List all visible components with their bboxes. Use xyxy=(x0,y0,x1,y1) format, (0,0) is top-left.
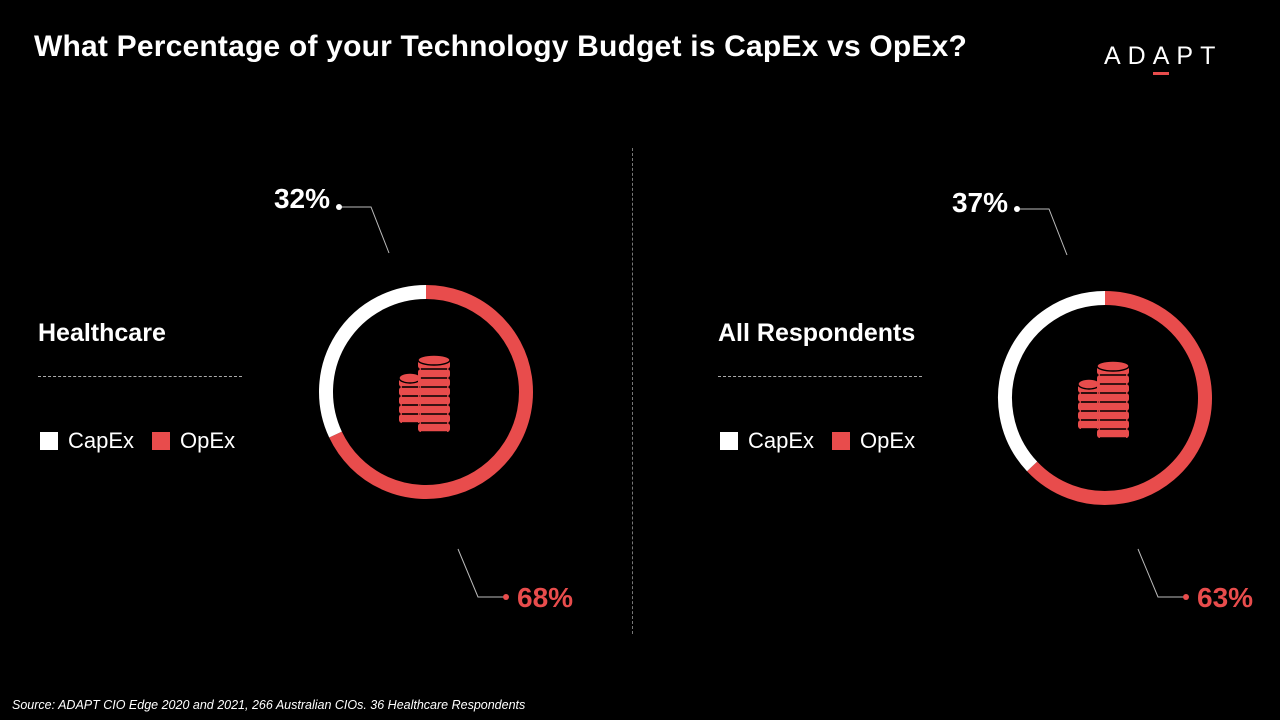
logo-text-start: AD xyxy=(1104,42,1153,70)
opex-leader-line xyxy=(457,548,506,598)
legend-label-opex: OpEx xyxy=(860,428,916,453)
capex-value-label: 37% xyxy=(951,187,1008,218)
legend: CapEx OpEx xyxy=(40,428,253,454)
coin xyxy=(1078,393,1100,402)
capex-leader-line xyxy=(339,206,390,254)
coin-top xyxy=(1096,360,1130,372)
all-respondents-panel: All Respondents CapEx OpEx 37% 63% xyxy=(680,0,1280,720)
coin-top xyxy=(417,354,451,366)
coin xyxy=(418,387,450,396)
coin xyxy=(418,414,450,423)
coin xyxy=(1078,420,1100,429)
coin-stack-icon xyxy=(1077,360,1130,439)
legend-swatch-opex xyxy=(832,432,851,450)
coin xyxy=(1097,402,1129,411)
opex-leader-dot xyxy=(503,594,509,600)
legend: CapEx OpEx xyxy=(720,428,933,454)
opex-leader-line xyxy=(1137,548,1186,598)
adapt-logo: ADAPT xyxy=(1104,42,1223,75)
capex-leader-line xyxy=(1017,208,1068,256)
coin xyxy=(418,378,450,387)
chart-title: All Respondents xyxy=(718,319,916,347)
legend-label-opex: OpEx xyxy=(180,428,236,453)
legend-item-capex: CapEx xyxy=(720,428,814,454)
coin-top xyxy=(1077,378,1101,390)
coin xyxy=(399,387,421,396)
capex-leader-dot xyxy=(1014,206,1020,212)
logo-text-end: PT xyxy=(1176,42,1223,70)
coin xyxy=(399,405,421,414)
capex-value-label: 32% xyxy=(273,183,330,214)
coin xyxy=(1078,411,1100,420)
legend-swatch-capex xyxy=(720,432,738,450)
coin xyxy=(418,405,450,414)
coin xyxy=(399,396,421,405)
coin xyxy=(1078,402,1100,411)
capex-leader-dot xyxy=(336,204,342,210)
opex-value-label: 68% xyxy=(517,582,574,613)
coin xyxy=(418,396,450,405)
coin xyxy=(399,414,421,423)
coin xyxy=(1097,429,1129,438)
coin xyxy=(1097,393,1129,402)
coin-stack-icon xyxy=(398,354,451,433)
coin xyxy=(1097,411,1129,420)
opex-arc xyxy=(329,285,533,499)
legend-swatch-capex xyxy=(40,432,58,450)
capex-arc xyxy=(319,285,427,438)
coin xyxy=(418,423,450,432)
donut-chart xyxy=(319,204,533,600)
opex-leader-dot xyxy=(1183,594,1189,600)
opex-arc xyxy=(1027,291,1212,505)
capex-arc xyxy=(998,291,1106,472)
legend-swatch-opex xyxy=(152,432,171,450)
panel-divider xyxy=(632,148,633,634)
coin xyxy=(1097,420,1129,429)
legend-item-capex: CapEx xyxy=(40,428,134,454)
donut-chart xyxy=(998,206,1212,600)
coin xyxy=(1097,384,1129,393)
title-divider xyxy=(718,376,922,377)
opex-value-label: 63% xyxy=(1197,582,1254,613)
coin xyxy=(1097,375,1129,384)
legend-item-opex: OpEx xyxy=(152,428,235,454)
legend-label-capex: CapEx xyxy=(68,428,135,453)
title-divider xyxy=(38,376,242,377)
chart-title: Healthcare xyxy=(38,319,166,347)
healthcare-panel: Healthcare CapEx OpEx 32% 68% xyxy=(38,183,574,613)
coin xyxy=(418,369,450,378)
logo-underlined-letter: A xyxy=(1152,42,1177,75)
source-note: Source: ADAPT CIO Edge 2020 and 2021, 26… xyxy=(12,698,526,712)
legend-label-capex: CapEx xyxy=(748,428,815,453)
page-title: What Percentage of your Technology Budge… xyxy=(34,30,968,63)
legend-item-opex: OpEx xyxy=(832,428,915,454)
coin-top xyxy=(398,372,422,384)
